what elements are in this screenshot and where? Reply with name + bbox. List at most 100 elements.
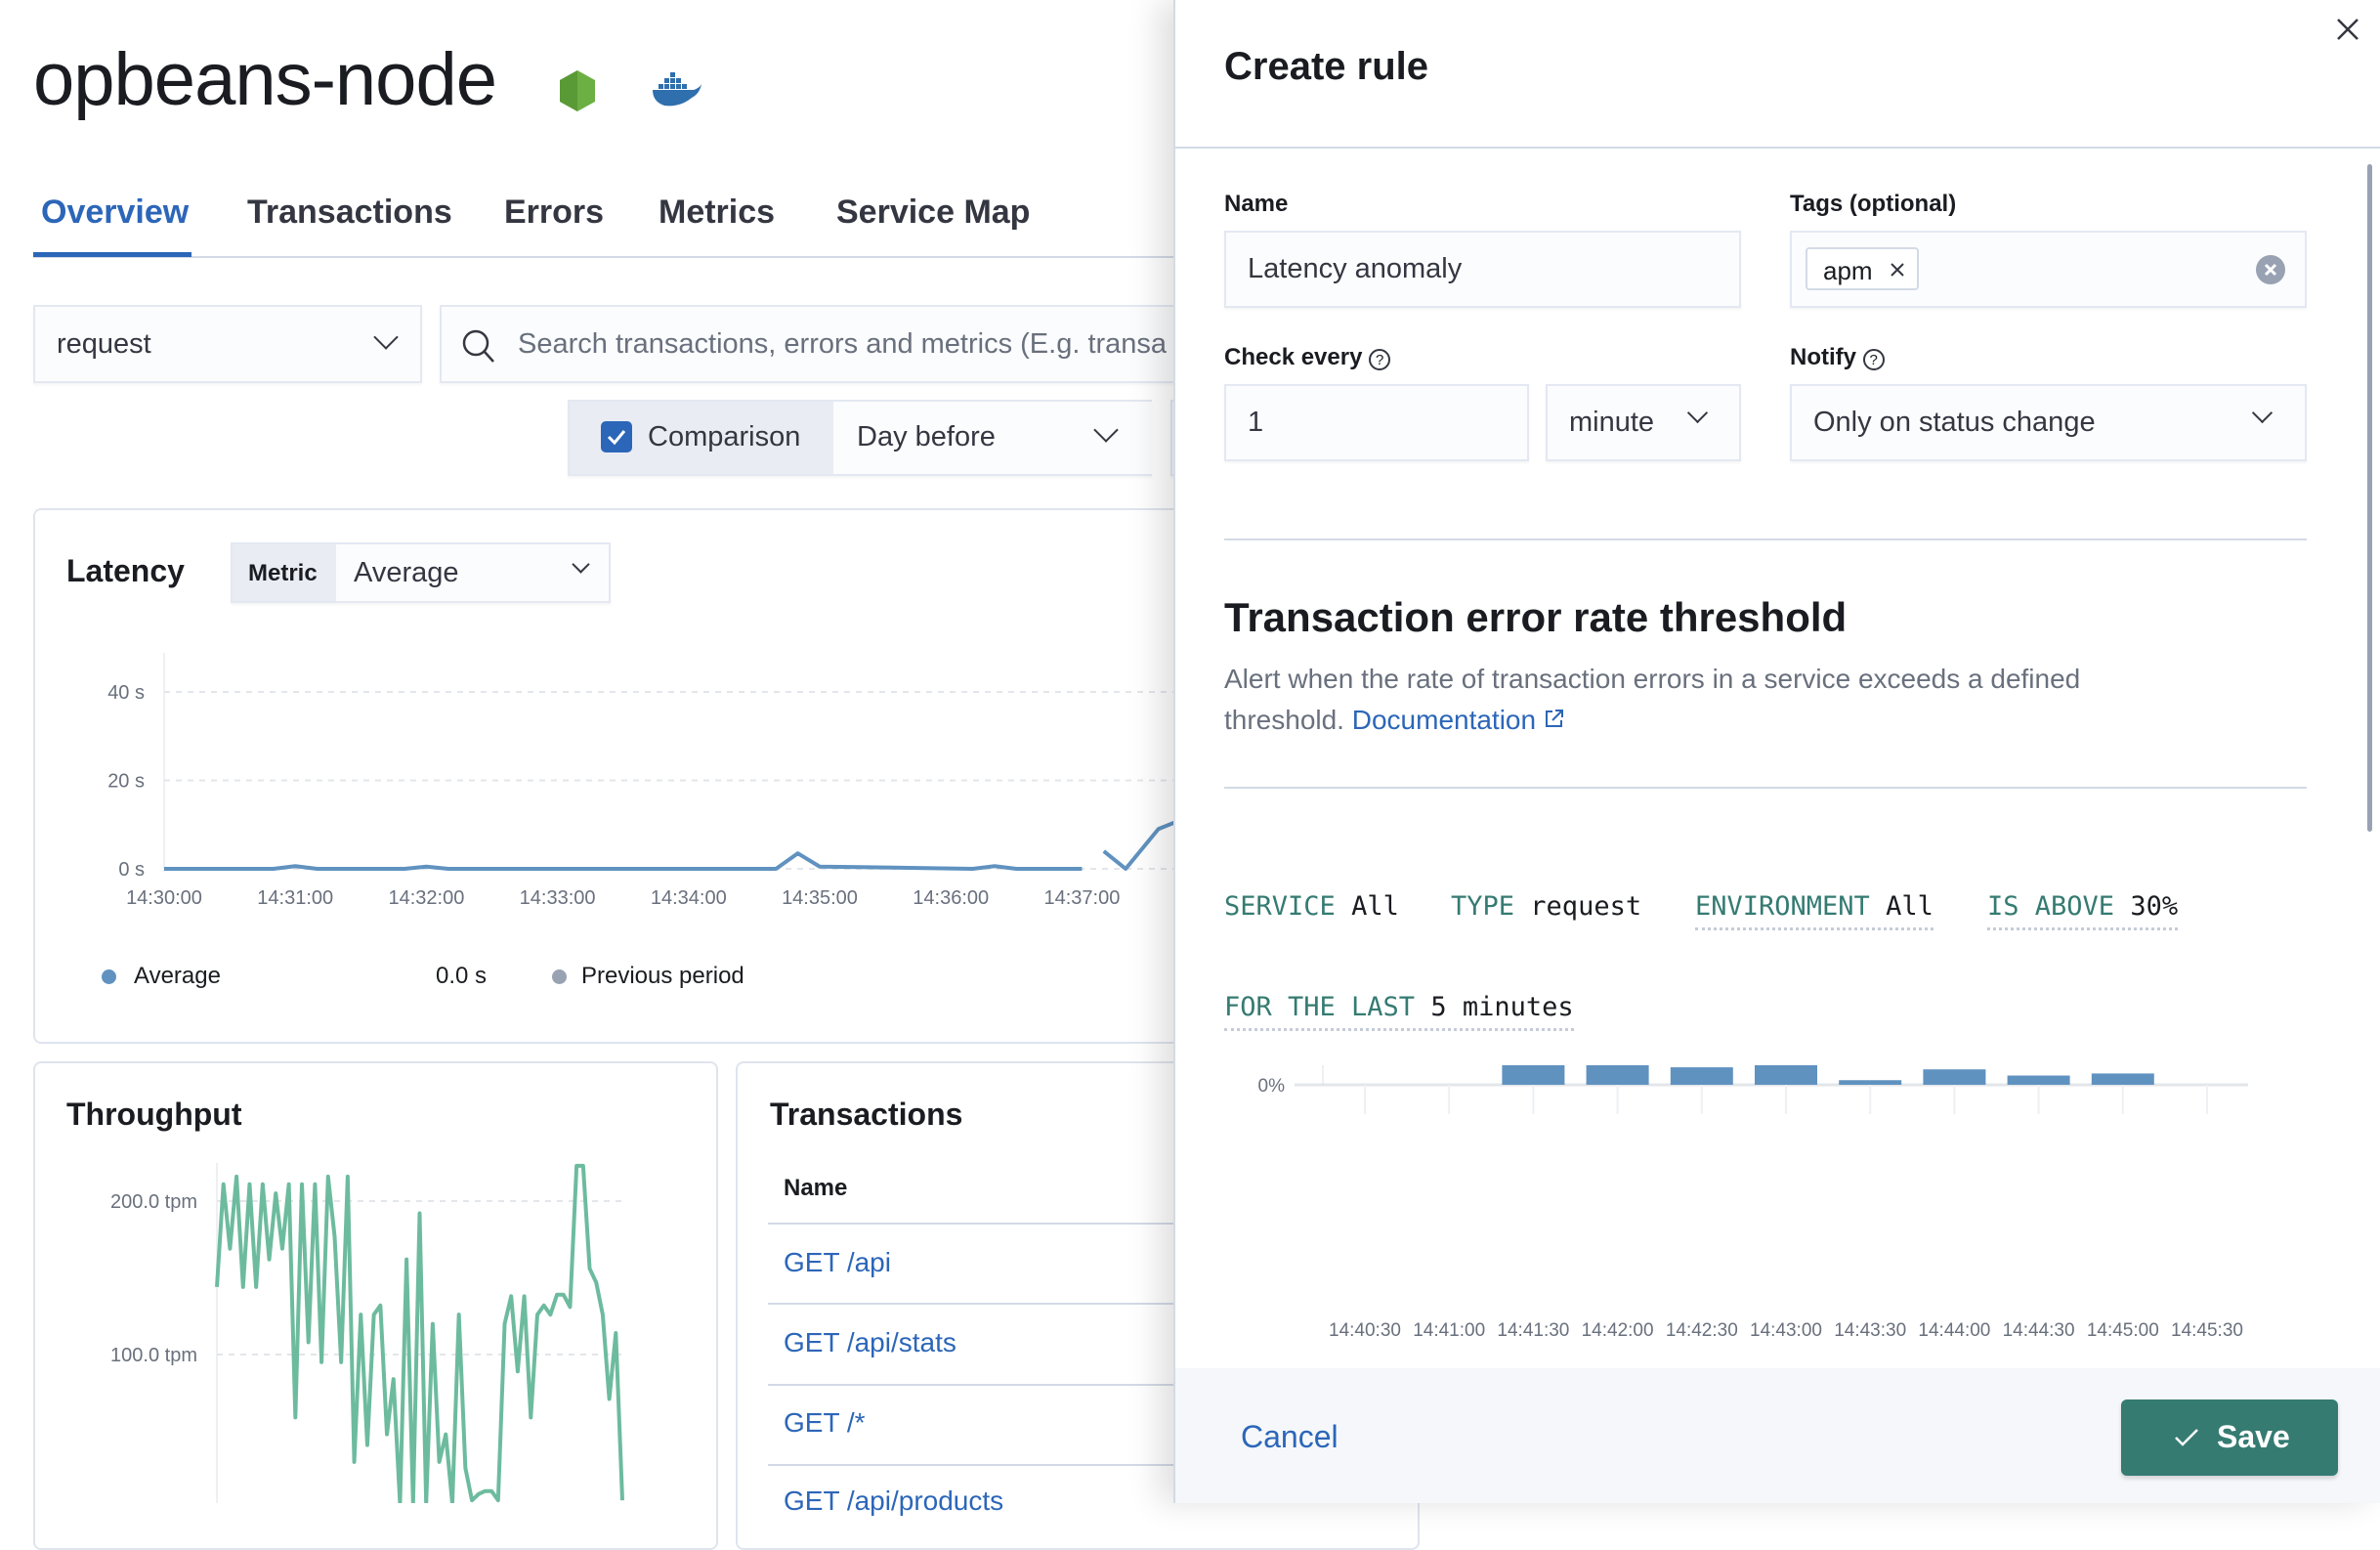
bar bbox=[1502, 1065, 1565, 1085]
x-tick-label: 14:42:30 bbox=[1666, 1320, 1738, 1341]
save-label: Save bbox=[2217, 1419, 2290, 1454]
name-label: Name bbox=[1224, 191, 1289, 217]
comparison-group: Comparison Day before bbox=[568, 400, 1152, 476]
x-tick-label: 14:42:00 bbox=[1582, 1320, 1654, 1341]
search-placeholder[interactable]: Search transactions, errors and metrics … bbox=[518, 328, 1168, 360]
notify-value: Only on status change bbox=[1813, 407, 2096, 438]
rule-type-title: Transaction error rate threshold bbox=[1224, 594, 1848, 640]
latency-metric-select[interactable]: Metric Average bbox=[231, 542, 611, 603]
search-bar[interactable]: Search transactions, errors and metrics … bbox=[440, 305, 1221, 383]
legend-average[interactable]: Average bbox=[134, 963, 221, 989]
x-tick-label: 14:44:00 bbox=[1918, 1320, 1990, 1341]
scrollbar[interactable] bbox=[2367, 164, 2372, 832]
tab-overview[interactable]: Overview bbox=[41, 194, 190, 231]
x-tick-label: 14:44:30 bbox=[2003, 1320, 2075, 1341]
chevron-down-icon bbox=[1686, 402, 1709, 424]
check-interval-input[interactable]: 1 bbox=[1224, 384, 1529, 461]
bar bbox=[2091, 1073, 2154, 1085]
notify-label: Notify ? bbox=[1790, 344, 1885, 371]
remove-tag-icon[interactable] bbox=[1890, 262, 1905, 278]
chevron-down-icon bbox=[572, 555, 590, 574]
metric-label: Metric bbox=[248, 560, 318, 586]
help-icon[interactable]: ? bbox=[1369, 349, 1391, 370]
transaction-link[interactable]: GET /api/stats bbox=[784, 1327, 956, 1357]
transaction-type-select[interactable]: request bbox=[33, 305, 422, 383]
chevron-down-icon bbox=[373, 324, 399, 350]
bar bbox=[2007, 1075, 2070, 1085]
tags-input[interactable]: apm bbox=[1790, 231, 2307, 308]
tabs-divider bbox=[33, 256, 1176, 258]
expression-environment[interactable]: ENVIRONMENT All bbox=[1695, 891, 1934, 930]
notify-select[interactable]: Only on status change bbox=[1790, 384, 2307, 461]
name-input[interactable]: Latency anomaly bbox=[1224, 231, 1741, 308]
check-icon bbox=[2175, 1429, 2198, 1446]
documentation-link[interactable]: Documentation bbox=[1351, 705, 1537, 735]
legend-average-value: 0.0 s bbox=[436, 963, 488, 989]
legend-dot-previous bbox=[552, 969, 567, 984]
comparison-label: Comparison bbox=[648, 421, 801, 452]
expression-threshold[interactable]: IS ABOVE 30% bbox=[1987, 891, 2179, 930]
active-tab-indicator bbox=[33, 252, 191, 257]
comparison-period-select[interactable]: Day before bbox=[833, 402, 1152, 474]
expression-type[interactable]: TYPE request bbox=[1451, 891, 1642, 922]
bar bbox=[1670, 1067, 1733, 1085]
x-tick-label: 14:45:00 bbox=[2087, 1320, 2159, 1341]
x-tick-label: 14:41:00 bbox=[1413, 1320, 1485, 1341]
tab-errors[interactable]: Errors bbox=[504, 194, 605, 231]
bar bbox=[1839, 1080, 1902, 1085]
name-value: Latency anomaly bbox=[1248, 253, 1463, 284]
x-tick-label: 14:43:30 bbox=[1834, 1320, 1906, 1341]
flyout-title: Create rule bbox=[1224, 45, 1428, 88]
check-unit-select[interactable]: minute bbox=[1546, 384, 1741, 461]
transaction-link[interactable]: GET /api bbox=[784, 1247, 891, 1277]
page-title: opbeans-node bbox=[33, 38, 497, 121]
tab-metrics[interactable]: Metrics bbox=[659, 194, 776, 231]
check-every-label: Check every ? bbox=[1224, 344, 1391, 371]
check-unit-value: minute bbox=[1569, 407, 1655, 438]
create-rule-flyout: Create rule Name Latency anomaly Tags (o… bbox=[1173, 0, 2380, 1503]
error-rate-chart: 0%10%20%30%14:40:3014:41:0014:41:3014:42… bbox=[1258, 1065, 2248, 1341]
help-icon[interactable]: ? bbox=[1862, 349, 1885, 370]
rule-type-description: Alert when the rate of transaction error… bbox=[1224, 664, 2081, 735]
tag-label: apm bbox=[1823, 256, 1873, 285]
tab-transactions[interactable]: Transactions bbox=[247, 194, 452, 231]
column-name[interactable]: Name bbox=[784, 1175, 848, 1201]
chevron-down-icon bbox=[1093, 417, 1119, 443]
save-button[interactable]: Save bbox=[2121, 1399, 2338, 1476]
x-tick-label: 14:43:00 bbox=[1750, 1320, 1822, 1341]
bar bbox=[1755, 1065, 1817, 1085]
close-icon[interactable] bbox=[2336, 18, 2359, 41]
clear-icon[interactable] bbox=[2255, 254, 2286, 285]
transaction-type-value: request bbox=[57, 328, 151, 360]
x-tick-label: 14:40:30 bbox=[1329, 1320, 1401, 1341]
search-icon bbox=[462, 329, 494, 363]
check-interval-value: 1 bbox=[1248, 407, 1264, 438]
y-tick-label: 0% bbox=[1258, 1076, 1286, 1097]
transaction-link[interactable]: GET /api/products bbox=[784, 1485, 1004, 1516]
comparison-checkbox[interactable] bbox=[601, 421, 632, 452]
chevron-down-icon bbox=[2251, 402, 2274, 424]
expression-window[interactable]: FOR THE LAST 5 minutes bbox=[1224, 992, 1574, 1031]
x-tick-label: 14:41:30 bbox=[1497, 1320, 1569, 1341]
tab-service-map[interactable]: Service Map bbox=[836, 194, 1031, 231]
transaction-link[interactable]: GET /* bbox=[784, 1407, 866, 1438]
tag-chip: apm bbox=[1806, 247, 1919, 290]
metric-value: Average bbox=[354, 557, 459, 588]
cancel-button[interactable]: Cancel bbox=[1241, 1419, 1339, 1454]
nodejs-icon bbox=[560, 70, 595, 111]
expression-service[interactable]: SERVICE All bbox=[1224, 891, 1399, 922]
x-tick-label: 14:45:30 bbox=[2171, 1320, 2243, 1341]
throughput-title: Throughput bbox=[66, 1097, 242, 1132]
legend-previous-period[interactable]: Previous period bbox=[581, 963, 744, 989]
docker-icon bbox=[653, 72, 701, 107]
bar bbox=[1586, 1065, 1649, 1085]
tags-label: Tags (optional) bbox=[1790, 191, 1957, 217]
bar bbox=[1923, 1069, 1986, 1085]
comparison-period-value: Day before bbox=[857, 421, 996, 452]
transactions-title: Transactions bbox=[770, 1097, 963, 1132]
legend-dot-average bbox=[102, 969, 116, 984]
throughput-panel bbox=[33, 1061, 718, 1550]
flyout-footer: Cancel Save bbox=[1175, 1368, 2380, 1503]
external-link-icon bbox=[1545, 710, 1563, 727]
latency-title: Latency bbox=[66, 553, 185, 588]
